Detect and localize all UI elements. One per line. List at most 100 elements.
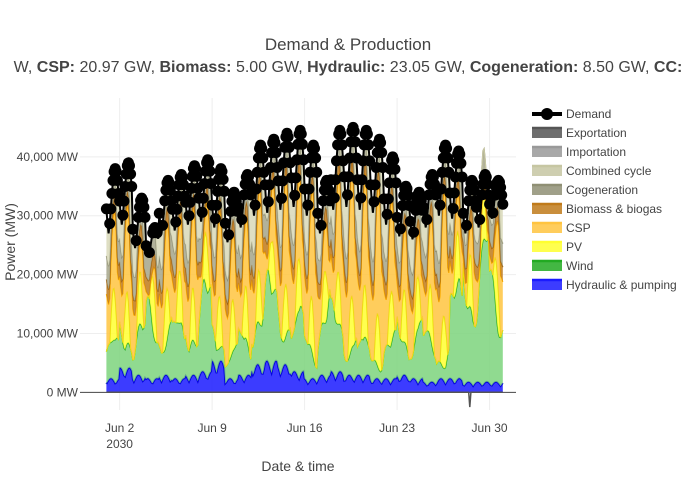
demand-point (348, 125, 360, 137)
demand-point (138, 201, 150, 213)
demand-point (368, 196, 380, 208)
demand-point (323, 184, 335, 196)
subtitle-value-0: W, (14, 59, 37, 76)
legend-swatch (532, 147, 562, 157)
demand-point (421, 214, 433, 225)
demand-point (217, 173, 229, 185)
demand-point (329, 174, 341, 186)
demand-point (290, 172, 302, 184)
demand-point (470, 201, 482, 213)
demand-point (191, 170, 203, 182)
legend-label: Cogeneration (566, 183, 638, 197)
demand-point (263, 179, 275, 191)
demand-point (474, 214, 486, 225)
demand-point (448, 187, 460, 199)
demand-point (216, 165, 228, 177)
demand-point (295, 128, 307, 140)
legend-item[interactable]: Exportation (532, 126, 627, 140)
demand-point (311, 166, 323, 178)
subtitle-value-2: 5.00 GW, (232, 59, 308, 76)
demand-point (219, 217, 231, 229)
legend-item[interactable]: CSP (532, 221, 591, 235)
demand-point (442, 152, 454, 164)
demand-point (390, 177, 402, 189)
demand-point (418, 201, 429, 213)
chart-subtitle: W, CSP: 20.97 GW, Biomass: 5.00 GW, Hydr… (14, 59, 683, 76)
legend-label: PV (566, 240, 582, 254)
demand-point (328, 192, 340, 204)
demand-point (276, 192, 287, 204)
demand-point (375, 137, 387, 149)
demand-point (389, 163, 401, 175)
x-tick-label: Jun 23 (379, 421, 415, 435)
demand-point (204, 165, 216, 177)
plot-area: 0 MW 10,000 MW 20,000 MW 30,000 MW 40,000 MW… (17, 98, 516, 451)
demand-point (456, 171, 468, 183)
subtitle-value-1: 20.97 GW, (75, 59, 159, 76)
demand-point (402, 189, 414, 201)
legend-swatch (532, 166, 562, 176)
y-axis-title: Power (MW) (2, 203, 18, 281)
x-tick-label: Jun 9 (197, 421, 227, 435)
demand-point (355, 192, 367, 204)
legend: Demand Exportation Importation Combined cyc… (532, 107, 677, 292)
demand-point (211, 199, 222, 211)
demand-point (388, 154, 400, 166)
x-tick-sublabel: 2030 (106, 437, 133, 451)
demand-point (435, 183, 447, 195)
demand-point (157, 219, 169, 231)
demand-point (110, 166, 122, 178)
demand-point (250, 183, 262, 195)
demand-point (256, 142, 268, 154)
demand-point (455, 157, 467, 169)
demand-point (447, 203, 459, 214)
demand-point (312, 207, 324, 219)
subtitle-key-2: Biomass: (159, 59, 231, 76)
demand-point (394, 223, 406, 235)
legend-item[interactable]: Combined cycle (532, 164, 652, 178)
demand-point (282, 131, 294, 143)
legend-item[interactable]: Demand (532, 107, 611, 121)
subtitle-key-3: Hydraulic: (307, 59, 385, 76)
demand-point (197, 192, 209, 204)
x-axis: Jun 2 2030 Jun 9 Jun 16 Jun 23 Jun 30 (105, 421, 508, 451)
legend-label: Hydraulic & pumping (566, 278, 677, 292)
demand-point (496, 189, 508, 201)
demand-point (118, 195, 130, 207)
legend-item[interactable]: Importation (532, 145, 626, 159)
demand-point (196, 206, 208, 218)
demand-point (270, 147, 282, 159)
demand-point (203, 157, 215, 169)
legend-label: Biomass & biogas (566, 202, 662, 216)
legend-item[interactable]: PV (532, 240, 582, 254)
demand-point (126, 181, 138, 192)
demand-point (441, 142, 453, 154)
y-axis: 0 MW 10,000 MW 20,000 MW 30,000 MW 40,000 MW (17, 150, 79, 399)
demand-point (283, 141, 295, 153)
demand-point (461, 219, 472, 231)
area-wind (106, 237, 503, 387)
demand-point (125, 168, 137, 180)
demand-point (262, 196, 274, 208)
legend-label: Importation (566, 145, 626, 159)
demand-point (349, 136, 361, 148)
demand-point (111, 175, 123, 186)
legend-item[interactable]: Wind (532, 259, 593, 273)
legend-item[interactable]: Cogeneration (532, 183, 638, 197)
demand-point (309, 142, 320, 154)
y-tick-label: 20,000 MW (17, 268, 79, 282)
demand-point (171, 203, 183, 215)
x-tick-label: Jun 30 (472, 421, 508, 435)
demand-point (454, 148, 466, 160)
demand-point (343, 171, 355, 183)
demand-point (342, 189, 353, 201)
demand-point (269, 137, 281, 149)
legend-item[interactable]: Hydraulic & pumping (532, 278, 677, 292)
legend-swatch (532, 280, 562, 290)
demand-point (170, 216, 182, 228)
demand-point (289, 189, 301, 201)
demand-point (249, 199, 261, 211)
demand-point (184, 196, 196, 208)
legend-item[interactable]: Biomass & biogas (532, 202, 662, 216)
